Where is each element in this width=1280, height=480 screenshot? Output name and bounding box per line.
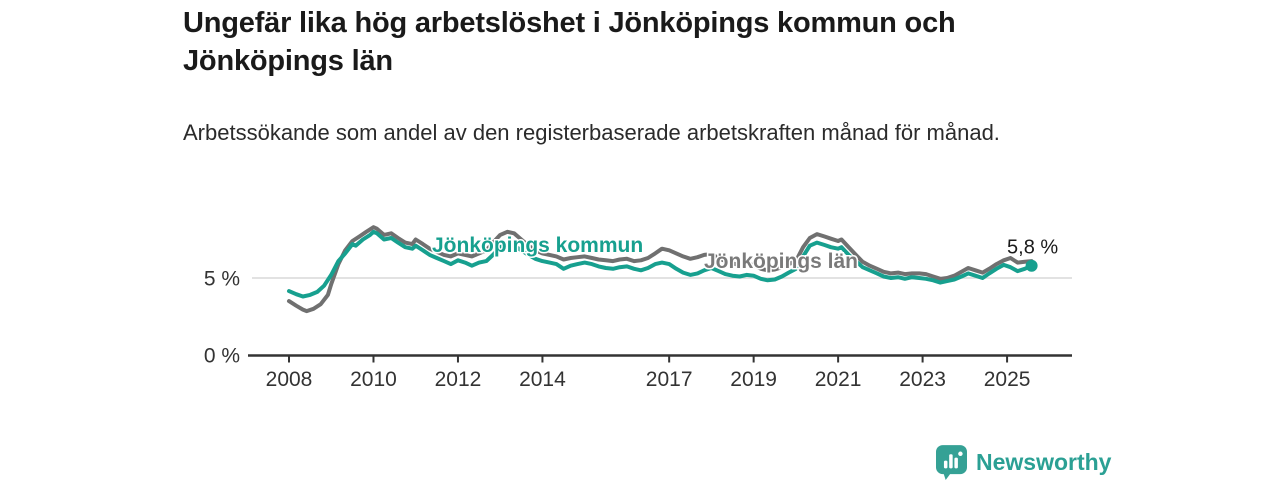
- y-axis-labels: 0 % 5 %: [204, 268, 240, 368]
- line-j-nk-pings-l-n: [287, 225, 1034, 314]
- series-label-jonkopings-lan: Jönköpings län: [704, 250, 858, 273]
- x-axis-tick-label: 2025: [984, 368, 1031, 391]
- chart-subtitle: Arbetssökande som andel av den registerb…: [183, 120, 1000, 145]
- x-axis-tick-label: 2017: [646, 368, 693, 391]
- page-title: Ungefär lika hög arbetslöshet i Jönköpin…: [183, 7, 956, 78]
- x-axis-tick-label: 2019: [730, 368, 777, 391]
- y-axis-tick-label: 5 %: [204, 268, 240, 291]
- brand-name: Newsworthy: [976, 449, 1112, 475]
- x-axis-tick-label: 2010: [350, 368, 397, 391]
- line-j-nk-pings-kommun: [287, 229, 1034, 299]
- x-axis-ticks: 2008 2010 2012 2014 2017 2019 2021 2023 2025: [266, 355, 1031, 391]
- newsworthy-logo: Newsworthy: [936, 445, 1111, 480]
- series-label-jonkopings-kommun: Jönköpings kommun: [432, 234, 643, 257]
- x-axis-tick-label: 2021: [815, 368, 862, 391]
- latest-value-dot: [1025, 259, 1038, 272]
- x-axis-tick-label: 2012: [435, 368, 482, 391]
- bar-chart-speech-bubble-icon: [936, 445, 967, 480]
- x-axis-tick-label: 2008: [266, 368, 313, 391]
- y-axis-tick-label: 0 %: [204, 345, 240, 368]
- latest-value-label: 5,8 %: [1007, 237, 1058, 259]
- series-lines-layer: [287, 225, 1034, 314]
- x-axis-tick-label: 2023: [899, 368, 946, 391]
- x-axis-tick-label: 2014: [519, 368, 566, 391]
